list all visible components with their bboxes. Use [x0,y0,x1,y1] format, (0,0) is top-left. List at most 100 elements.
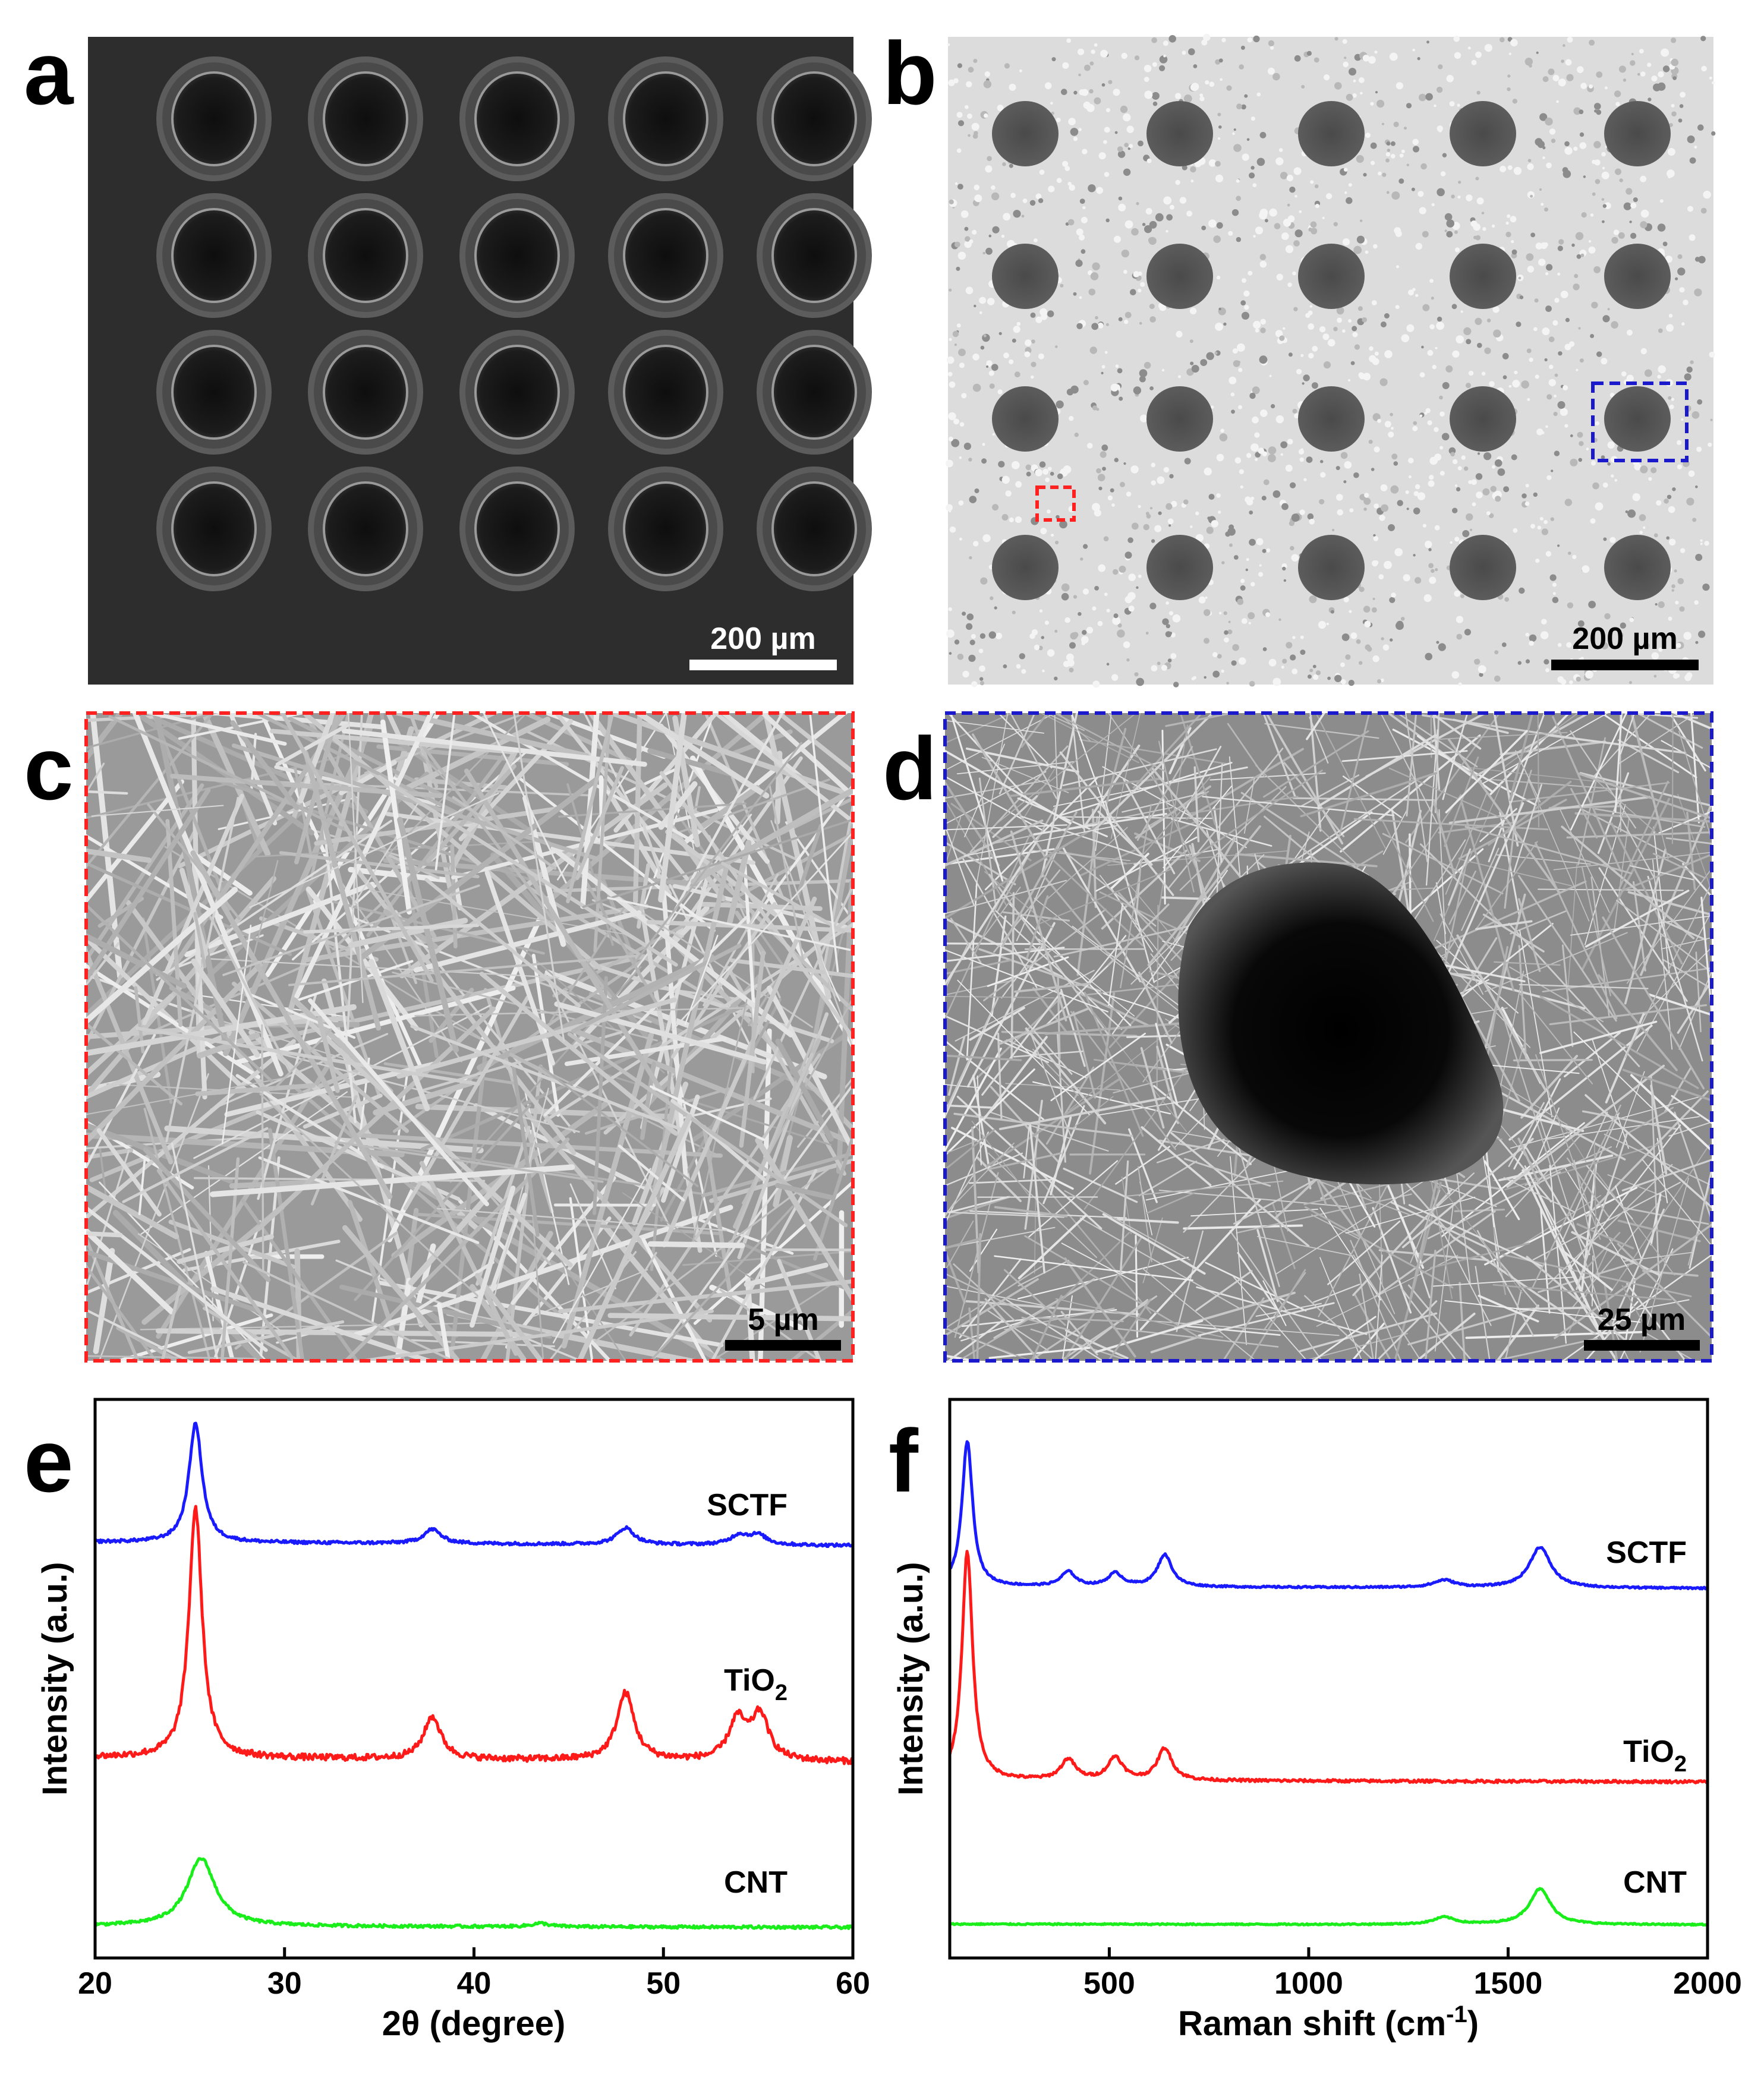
texture-speck [1246,453,1251,458]
texture-speck [1611,321,1618,329]
texture-speck [1643,526,1645,529]
texture-speck [1637,73,1640,76]
texture-speck [1353,246,1362,254]
texture-speck [1146,208,1152,215]
texture-speck [1513,528,1517,533]
texture-speck [1272,73,1280,81]
texture-speck [974,185,980,191]
texture-speck [1296,369,1302,374]
texture-speck [1536,428,1543,435]
texture-speck [1640,71,1646,77]
texture-speck [1224,638,1229,643]
texture-speck [1619,65,1626,72]
texture-speck [1478,452,1480,455]
texture-speck [1183,499,1189,504]
texture-speck [1663,242,1668,247]
texture-speck [1381,321,1387,327]
texture-speck [1246,558,1249,561]
texture-speck [1549,379,1556,386]
texture-speck [1315,204,1319,208]
texture-speck [1439,411,1445,417]
texture-speck [1593,141,1601,148]
texture-speck [1078,49,1084,55]
texture-speck [979,677,983,680]
nanowire [56,1232,121,1235]
texture-speck [1475,177,1479,181]
texture-speck [1157,477,1164,484]
texture-speck [1695,554,1702,561]
texture-speck [1213,235,1221,243]
texture-speck [1025,339,1031,346]
texture-speck [1621,371,1627,377]
texture-speck [1070,128,1079,136]
texture-speck [1334,675,1341,682]
texture-speck [1205,597,1208,599]
texture-speck [1308,674,1312,679]
texture-speck [1073,595,1077,598]
texture-speck [1015,371,1020,377]
texture-speck [985,248,993,255]
texture-speck [1132,523,1139,530]
panel-letter-b: b [883,23,937,123]
texture-speck [1322,217,1325,219]
nanowire [1538,698,1539,827]
texture-speck [1387,149,1391,152]
hole [159,59,269,178]
texture-speck [1391,141,1396,146]
nanowire [1514,1060,1592,1061]
texture-speck [1466,383,1471,388]
texture-speck [1253,36,1259,42]
texture-speck [1041,314,1047,320]
texture-speck [1312,382,1318,389]
texture-speck [1038,354,1044,360]
texture-speck [1596,71,1602,78]
hole [1298,386,1365,452]
texture-speck [1558,401,1565,409]
texture-speck [1432,365,1437,369]
texture-speck [1217,113,1221,116]
texture-speck [1588,601,1596,608]
texture-speck [1100,451,1107,458]
series-label-sctf-e: SCTF [707,1488,788,1522]
texture-speck [1437,317,1442,321]
hole [1146,386,1213,452]
texture-speck [1212,671,1220,678]
texture-speck [1146,632,1149,635]
texture-speck [1418,191,1423,197]
texture-speck [1155,213,1164,222]
texture-speck [1668,148,1675,156]
texture-speck [1683,299,1688,305]
texture-speck [1615,169,1621,175]
texture-speck [1270,46,1274,49]
texture-speck [1641,210,1649,218]
texture-speck [966,623,972,630]
texture-speck [1242,153,1249,160]
texture-speck [1082,149,1087,154]
texture-speck [1545,425,1548,428]
texture-speck [1379,515,1385,521]
texture-speck [1166,230,1168,232]
texture-speck [1654,675,1657,678]
texture-speck [1062,161,1068,167]
texture-speck [1541,619,1547,625]
texture-speck [1359,587,1365,592]
texture-speck [969,496,977,503]
texture-speck [1396,305,1400,309]
texture-speck [1268,40,1274,46]
texture-speck [1438,643,1446,651]
texture-speck [1349,183,1352,187]
texture-speck [1401,150,1405,153]
texture-speck [1151,37,1157,43]
texture-speck [1456,616,1463,623]
texture-speck [1166,214,1173,220]
texture-speck [1092,606,1096,610]
texture-speck [1050,102,1053,105]
texture-speck [986,365,988,368]
texture-speck [1345,654,1350,660]
texture-speck [1161,665,1167,671]
texture-speck [1055,541,1059,544]
texture-speck [1541,631,1549,639]
texture-speck [1564,141,1570,147]
texture-speck [1238,368,1242,372]
texture-speck [1352,93,1356,97]
